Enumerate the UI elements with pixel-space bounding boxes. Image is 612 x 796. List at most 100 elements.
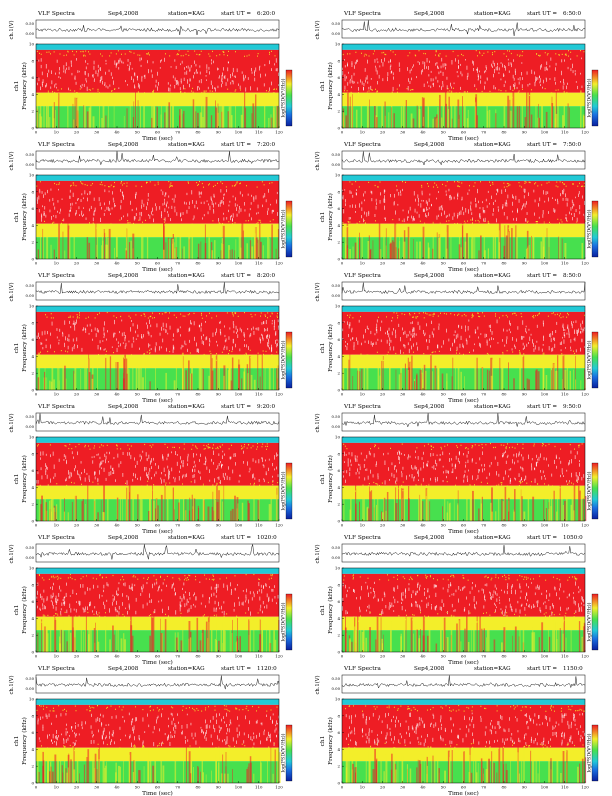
- spectral-speckle: [456, 477, 457, 479]
- spectral-speckle: [422, 358, 423, 359]
- spectral-speckle: [373, 53, 374, 54]
- spectral-speckle: [177, 54, 178, 55]
- y-tick-label: 8: [337, 189, 340, 194]
- colorbar-label: log(PSD(V²/Hz)): [586, 209, 593, 248]
- spectral-column: [527, 248, 528, 259]
- spectral-speckle: [256, 355, 257, 356]
- spectral-speckle: [418, 473, 419, 477]
- spectral-speckle: [214, 194, 215, 197]
- spectral-speckle: [120, 58, 121, 61]
- spectral-speckle: [276, 344, 277, 348]
- spectral-speckle: [72, 347, 73, 351]
- spectral-speckle: [275, 340, 276, 344]
- spectral-speckle: [551, 348, 552, 352]
- spectral-speckle: [522, 51, 523, 52]
- spectral-speckle: [193, 475, 194, 478]
- spectral-speckle: [181, 227, 182, 228]
- spectral-speckle: [372, 343, 373, 347]
- spectral-speckle: [393, 77, 394, 80]
- spectral-speckle: [493, 225, 494, 226]
- spectral-speckle: [344, 59, 345, 61]
- spectral-column: [189, 511, 190, 521]
- spectral-speckle: [52, 602, 53, 606]
- spectral-speckle: [194, 474, 195, 478]
- spectral-speckle: [248, 220, 249, 221]
- spectral-column: [68, 223, 69, 259]
- spectral-speckle: [173, 333, 174, 337]
- spectral-column: [93, 116, 95, 128]
- spectral-speckle: [251, 195, 252, 197]
- spectral-column: [130, 625, 132, 652]
- spectral-speckle: [570, 355, 571, 356]
- spectral-speckle: [269, 54, 270, 55]
- panel-title: VLF Spectra: [37, 11, 75, 17]
- spectral-speckle: [112, 77, 113, 79]
- spectral-column: [403, 104, 405, 128]
- spectral-speckle: [148, 52, 149, 53]
- spectral-speckle: [454, 213, 455, 217]
- spectral-speckle: [525, 189, 526, 193]
- spectral-speckle: [469, 335, 470, 337]
- spectral-speckle: [271, 348, 272, 352]
- spectral-speckle: [404, 314, 405, 315]
- x-tick-label: 10: [54, 523, 59, 528]
- spectral-speckle: [270, 221, 271, 222]
- spectral-speckle: [178, 81, 179, 85]
- spectral-speckle: [85, 356, 86, 357]
- spectral-speckle: [183, 316, 184, 317]
- spectral-speckle: [278, 595, 279, 599]
- spectral-column: [235, 101, 236, 128]
- spectral-speckle: [201, 323, 202, 327]
- spectral-speckle: [527, 488, 528, 489]
- spectral-speckle: [105, 189, 106, 192]
- panel-start-time: 8:50:0: [563, 273, 581, 279]
- spectral-speckle: [244, 332, 245, 336]
- spectral-speckle: [527, 212, 528, 215]
- spectral-speckle: [270, 316, 271, 317]
- spectral-column: [124, 639, 126, 652]
- spectral-speckle: [479, 357, 480, 358]
- spectral-speckle: [576, 349, 577, 352]
- spectral-speckle: [124, 332, 125, 336]
- spectral-speckle: [584, 183, 585, 184]
- spectral-speckle: [92, 183, 93, 184]
- spectral-speckle: [546, 62, 547, 66]
- spectral-speckle: [262, 457, 263, 459]
- spectral-column: [140, 356, 141, 390]
- spectral-column: [105, 618, 106, 652]
- spectral-speckle: [492, 331, 493, 335]
- band-red: [36, 443, 279, 486]
- spectral-speckle: [435, 228, 436, 229]
- spectral-column: [234, 250, 235, 259]
- spectral-speckle: [555, 82, 556, 85]
- panel-start-prefix: start UT =: [527, 11, 557, 17]
- spectral-speckle: [436, 50, 437, 51]
- panel-start-prefix: start UT =: [221, 535, 251, 541]
- spectral-speckle: [400, 337, 401, 341]
- spectral-speckle: [505, 66, 506, 70]
- spectral-speckle: [242, 194, 243, 196]
- spectral-speckle: [75, 446, 76, 447]
- spectral-speckle: [459, 212, 460, 216]
- spectral-speckle: [107, 452, 108, 454]
- spectral-speckle: [140, 217, 141, 221]
- spectral-speckle: [579, 211, 580, 214]
- y-tick-label: 4: [31, 223, 34, 228]
- spectral-speckle: [390, 60, 391, 63]
- spectral-speckle: [520, 55, 521, 56]
- spectral-speckle: [197, 448, 198, 449]
- spectral-column: [202, 369, 203, 390]
- spectral-speckle: [199, 96, 200, 97]
- spectral-speckle: [135, 331, 136, 334]
- spectral-column: [57, 360, 58, 390]
- spectral-speckle: [235, 91, 236, 92]
- spectral-speckle: [560, 193, 561, 196]
- spectral-speckle: [416, 484, 417, 485]
- spectral-speckle: [507, 183, 508, 184]
- spectral-speckle: [427, 209, 428, 211]
- spectral-column: [381, 106, 383, 128]
- spectral-speckle: [213, 209, 214, 211]
- spectral-speckle: [74, 327, 75, 331]
- spectral-speckle: [209, 313, 210, 314]
- spectral-speckle: [543, 321, 544, 325]
